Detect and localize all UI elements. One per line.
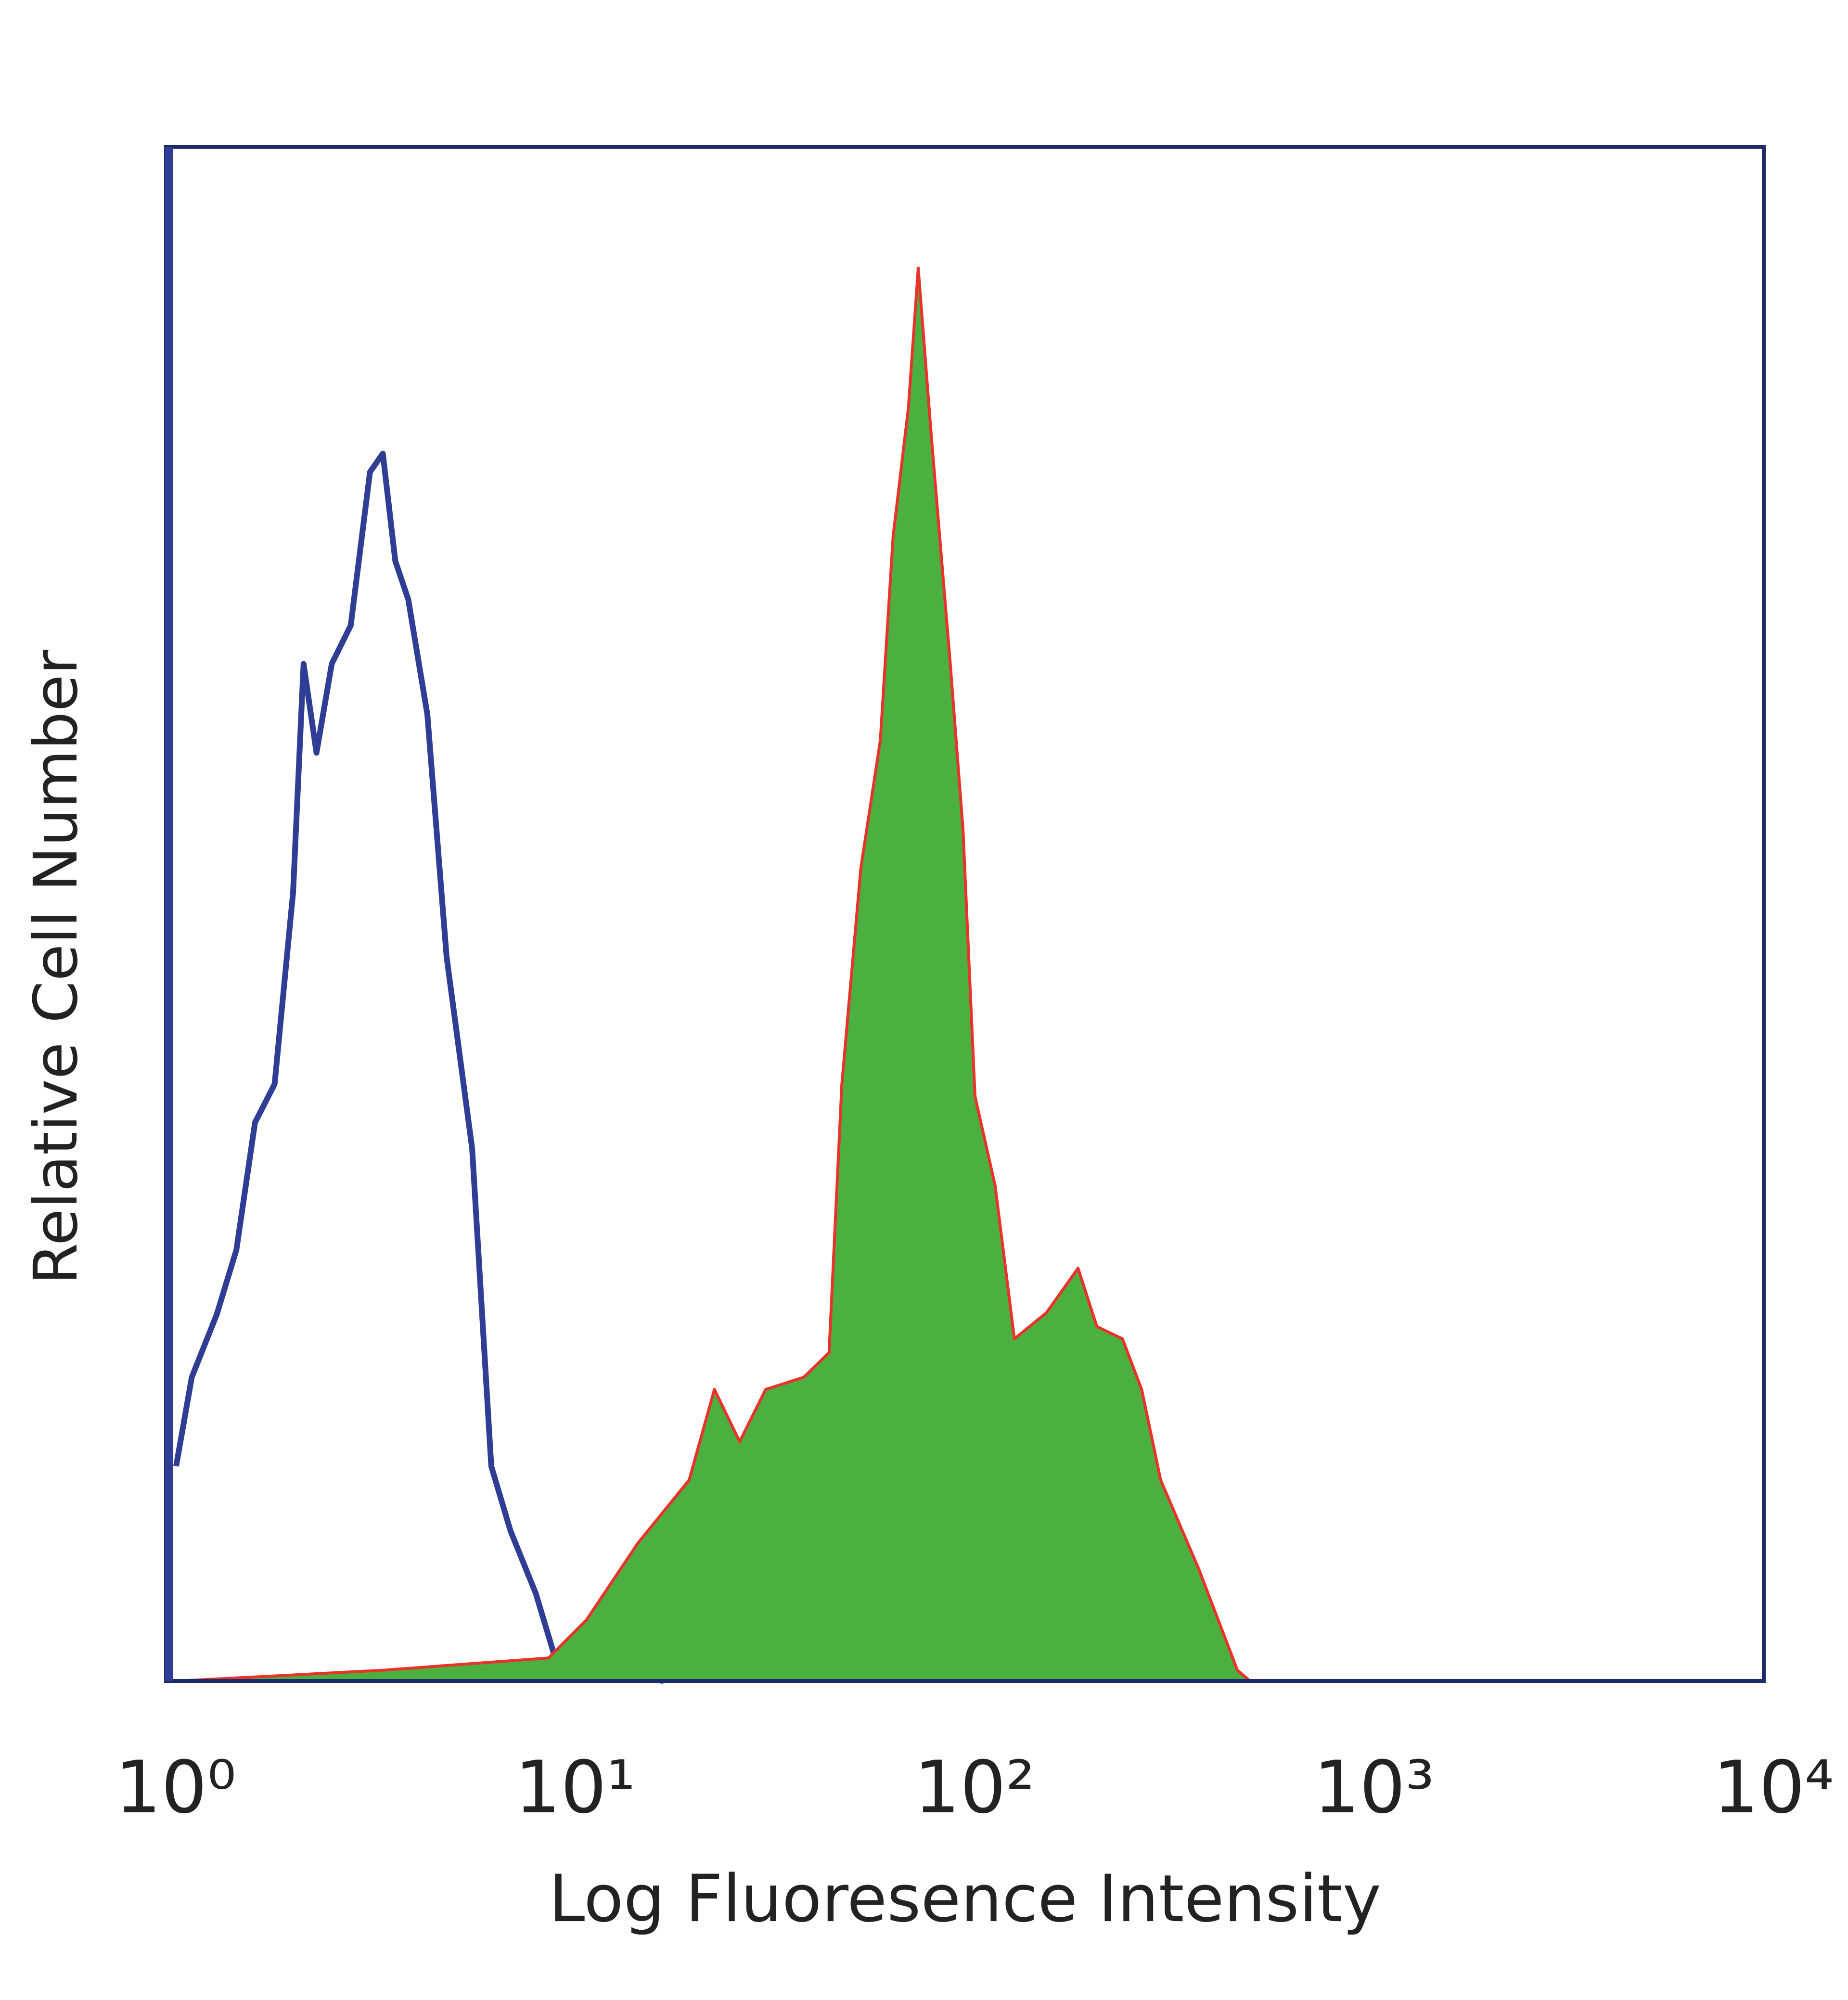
y-axis-label: Relative Cell Number [21,650,91,1285]
x-tick-label: 10¹ [514,1746,635,1830]
histogram-fill [179,268,1250,1681]
x-tick-label: 10⁰ [115,1746,236,1830]
x-axis-label: Log Fluoresence Intensity [549,1861,1381,1936]
x-tick-label: 10⁴ [1713,1746,1834,1830]
x-tick-label: 10³ [1313,1746,1434,1830]
histogram-line [179,266,1251,1682]
x-tick-label: 10² [914,1746,1035,1830]
histogram-line [173,450,664,1684]
